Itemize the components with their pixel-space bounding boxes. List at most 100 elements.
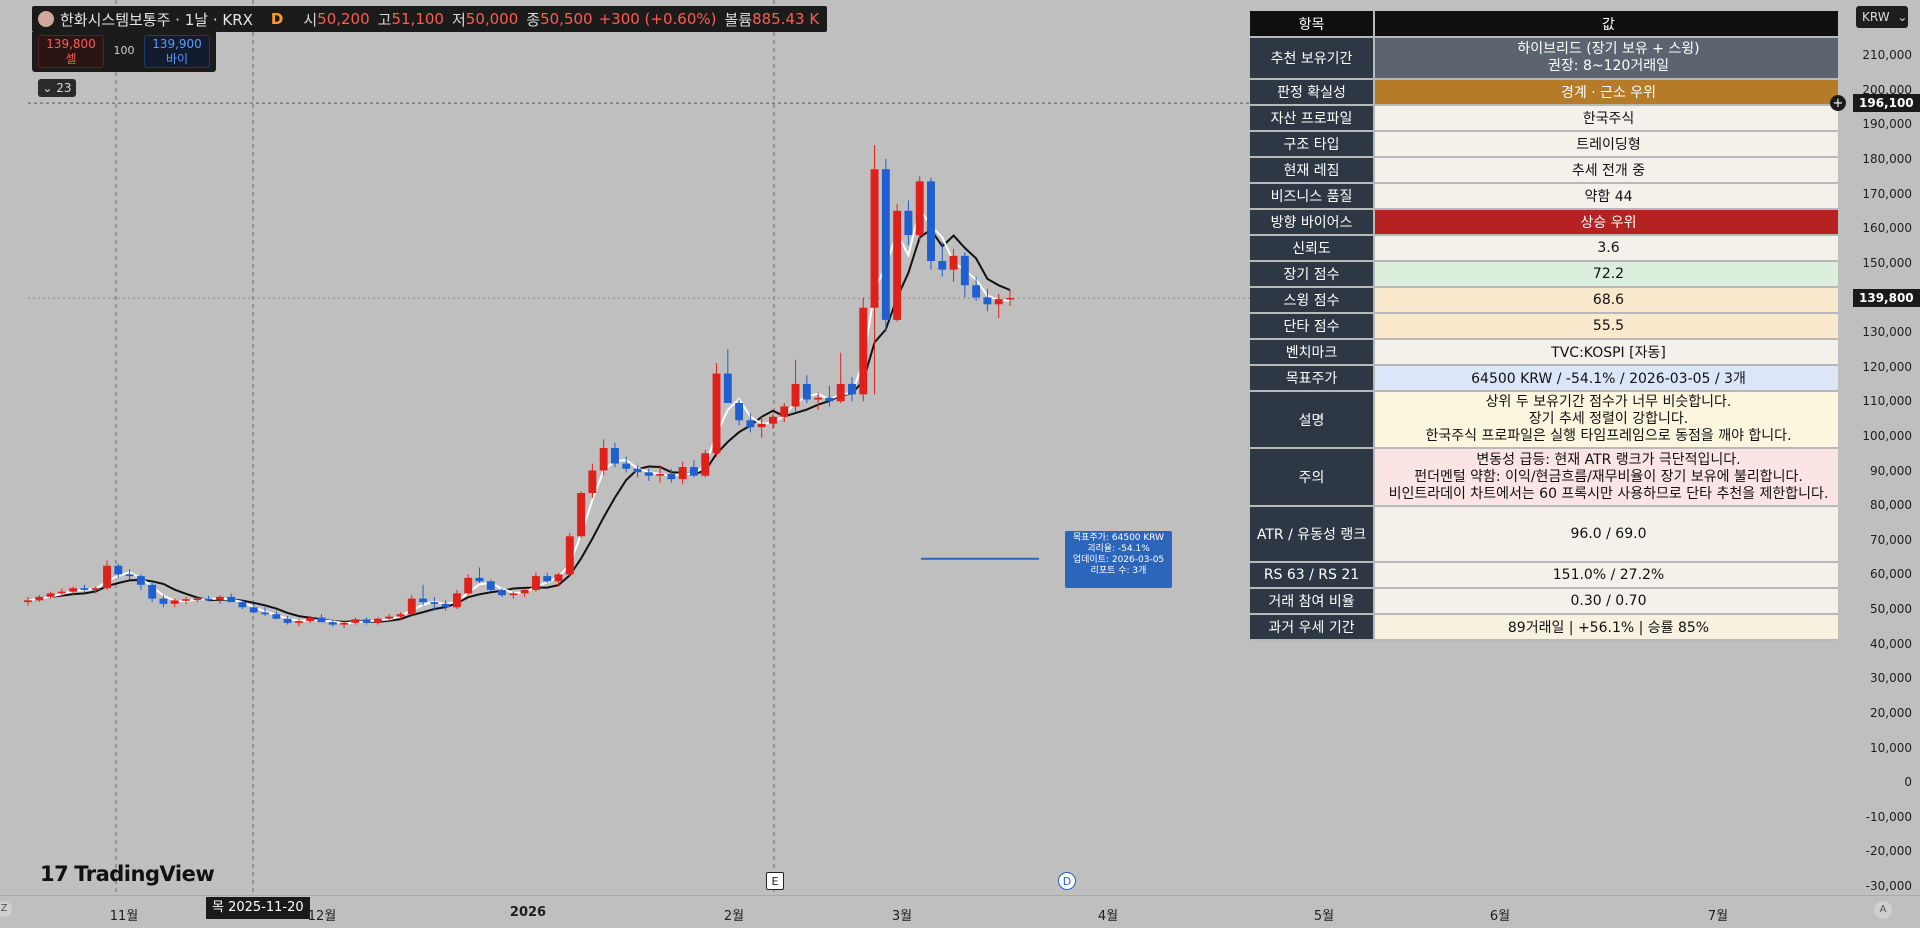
candle[interactable]: [238, 600, 247, 609]
candle[interactable]: [317, 614, 326, 623]
candle[interactable]: [915, 176, 924, 242]
candle[interactable]: [35, 595, 44, 603]
time-axis[interactable]: [0, 895, 1920, 928]
candle[interactable]: [373, 617, 382, 625]
candle[interactable]: [103, 560, 111, 590]
candle[interactable]: [859, 297, 868, 402]
candle[interactable]: [531, 572, 540, 592]
candle[interactable]: [159, 595, 168, 608]
candle[interactable]: [114, 563, 123, 578]
candle[interactable]: [91, 586, 100, 594]
candle[interactable]: [701, 449, 710, 478]
candle[interactable]: [441, 600, 450, 611]
candle[interactable]: [249, 603, 258, 614]
candle[interactable]: [802, 375, 811, 403]
candle[interactable]: [419, 584, 428, 606]
candle[interactable]: [452, 589, 461, 609]
symbol-name[interactable]: 한화시스템보통주 · 1날 · KRX: [60, 10, 253, 29]
candle[interactable]: [204, 595, 213, 602]
candle[interactable]: [170, 598, 179, 608]
moving-average-line-slow[interactable]: [27, 228, 1011, 623]
candle[interactable]: [994, 293, 1003, 319]
dividend-marker[interactable]: D: [1058, 872, 1076, 890]
candle[interactable]: [520, 588, 529, 597]
candle[interactable]: [836, 352, 845, 403]
candle[interactable]: [24, 596, 32, 606]
candle[interactable]: [385, 614, 394, 622]
candle[interactable]: [227, 593, 236, 603]
candle[interactable]: [1006, 290, 1014, 307]
moving-average-line-fast[interactable]: [27, 206, 1011, 625]
candle[interactable]: [283, 615, 292, 625]
candle[interactable]: [723, 349, 732, 403]
candle[interactable]: [351, 617, 360, 625]
candle[interactable]: [735, 399, 744, 426]
candle[interactable]: [814, 392, 823, 410]
candle[interactable]: [543, 572, 552, 584]
candle[interactable]: [182, 596, 190, 604]
order-quantity[interactable]: 100: [113, 44, 135, 57]
candle[interactable]: [904, 200, 913, 246]
candle[interactable]: [644, 468, 653, 481]
candle[interactable]: [780, 402, 789, 423]
candle[interactable]: [430, 596, 439, 611]
add-alert-icon[interactable]: +: [1830, 95, 1846, 112]
currency-selector[interactable]: KRW ⌄: [1856, 6, 1908, 28]
candle[interactable]: [960, 252, 969, 298]
candle[interactable]: [938, 241, 947, 277]
candle[interactable]: [294, 619, 303, 627]
candle[interactable]: [825, 385, 834, 407]
auto-scale-button[interactable]: A: [1874, 901, 1892, 919]
candle[interactable]: [746, 413, 755, 433]
sell-button[interactable]: 139,800 셀: [38, 35, 104, 68]
candle[interactable]: [678, 461, 687, 485]
candle[interactable]: [881, 158, 890, 332]
candle[interactable]: [577, 491, 586, 539]
tradingview-logo[interactable]: 𝟭𝟳 TradingView: [40, 862, 215, 886]
candle[interactable]: [46, 591, 55, 599]
candle[interactable]: [588, 463, 597, 499]
candle[interactable]: [769, 413, 777, 429]
candle[interactable]: [272, 610, 281, 620]
reset-zoom-button[interactable]: Z: [0, 901, 12, 917]
candle[interactable]: [69, 586, 78, 596]
candle[interactable]: [509, 591, 518, 599]
candle[interactable]: [407, 595, 416, 616]
candle[interactable]: [396, 612, 405, 620]
candle[interactable]: [848, 377, 856, 402]
interval-label[interactable]: D: [270, 10, 284, 28]
candle[interactable]: [712, 363, 721, 457]
candle[interactable]: [554, 572, 563, 587]
candle[interactable]: [983, 288, 992, 312]
candle[interactable]: [757, 416, 766, 438]
candle[interactable]: [791, 359, 800, 412]
candle[interactable]: [633, 465, 642, 478]
candle[interactable]: [972, 276, 981, 301]
candle[interactable]: [148, 583, 157, 603]
price-chart-canvas[interactable]: [0, 0, 1838, 895]
candle[interactable]: [656, 465, 665, 483]
candle[interactable]: [328, 619, 337, 627]
candle[interactable]: [306, 615, 315, 623]
price-axis[interactable]: 210,000 200,000 190,000 180,000 170,000 160,0…: [1838, 0, 1920, 928]
target-price-label[interactable]: 목표주가: 64500 KRW 괴리율: -54.1% 업데이트: 2026-0…: [1065, 531, 1172, 588]
candle[interactable]: [927, 177, 935, 270]
candle[interactable]: [125, 569, 134, 580]
indicators-collapse-button[interactable]: ⌄ 23: [38, 79, 76, 97]
candle[interactable]: [667, 468, 676, 483]
candle[interactable]: [464, 574, 473, 596]
buy-button[interactable]: 139,900 바이: [144, 35, 210, 68]
candle[interactable]: [215, 595, 224, 604]
candle[interactable]: [136, 574, 145, 590]
earnings-marker[interactable]: E: [766, 872, 784, 890]
candle[interactable]: [599, 439, 608, 476]
candle[interactable]: [80, 584, 89, 592]
candle[interactable]: [362, 617, 371, 625]
candle[interactable]: [486, 579, 495, 592]
candle[interactable]: [193, 596, 202, 603]
candle[interactable]: [610, 442, 619, 468]
candle[interactable]: [498, 588, 507, 597]
candle[interactable]: [57, 588, 66, 597]
candle[interactable]: [870, 145, 879, 395]
